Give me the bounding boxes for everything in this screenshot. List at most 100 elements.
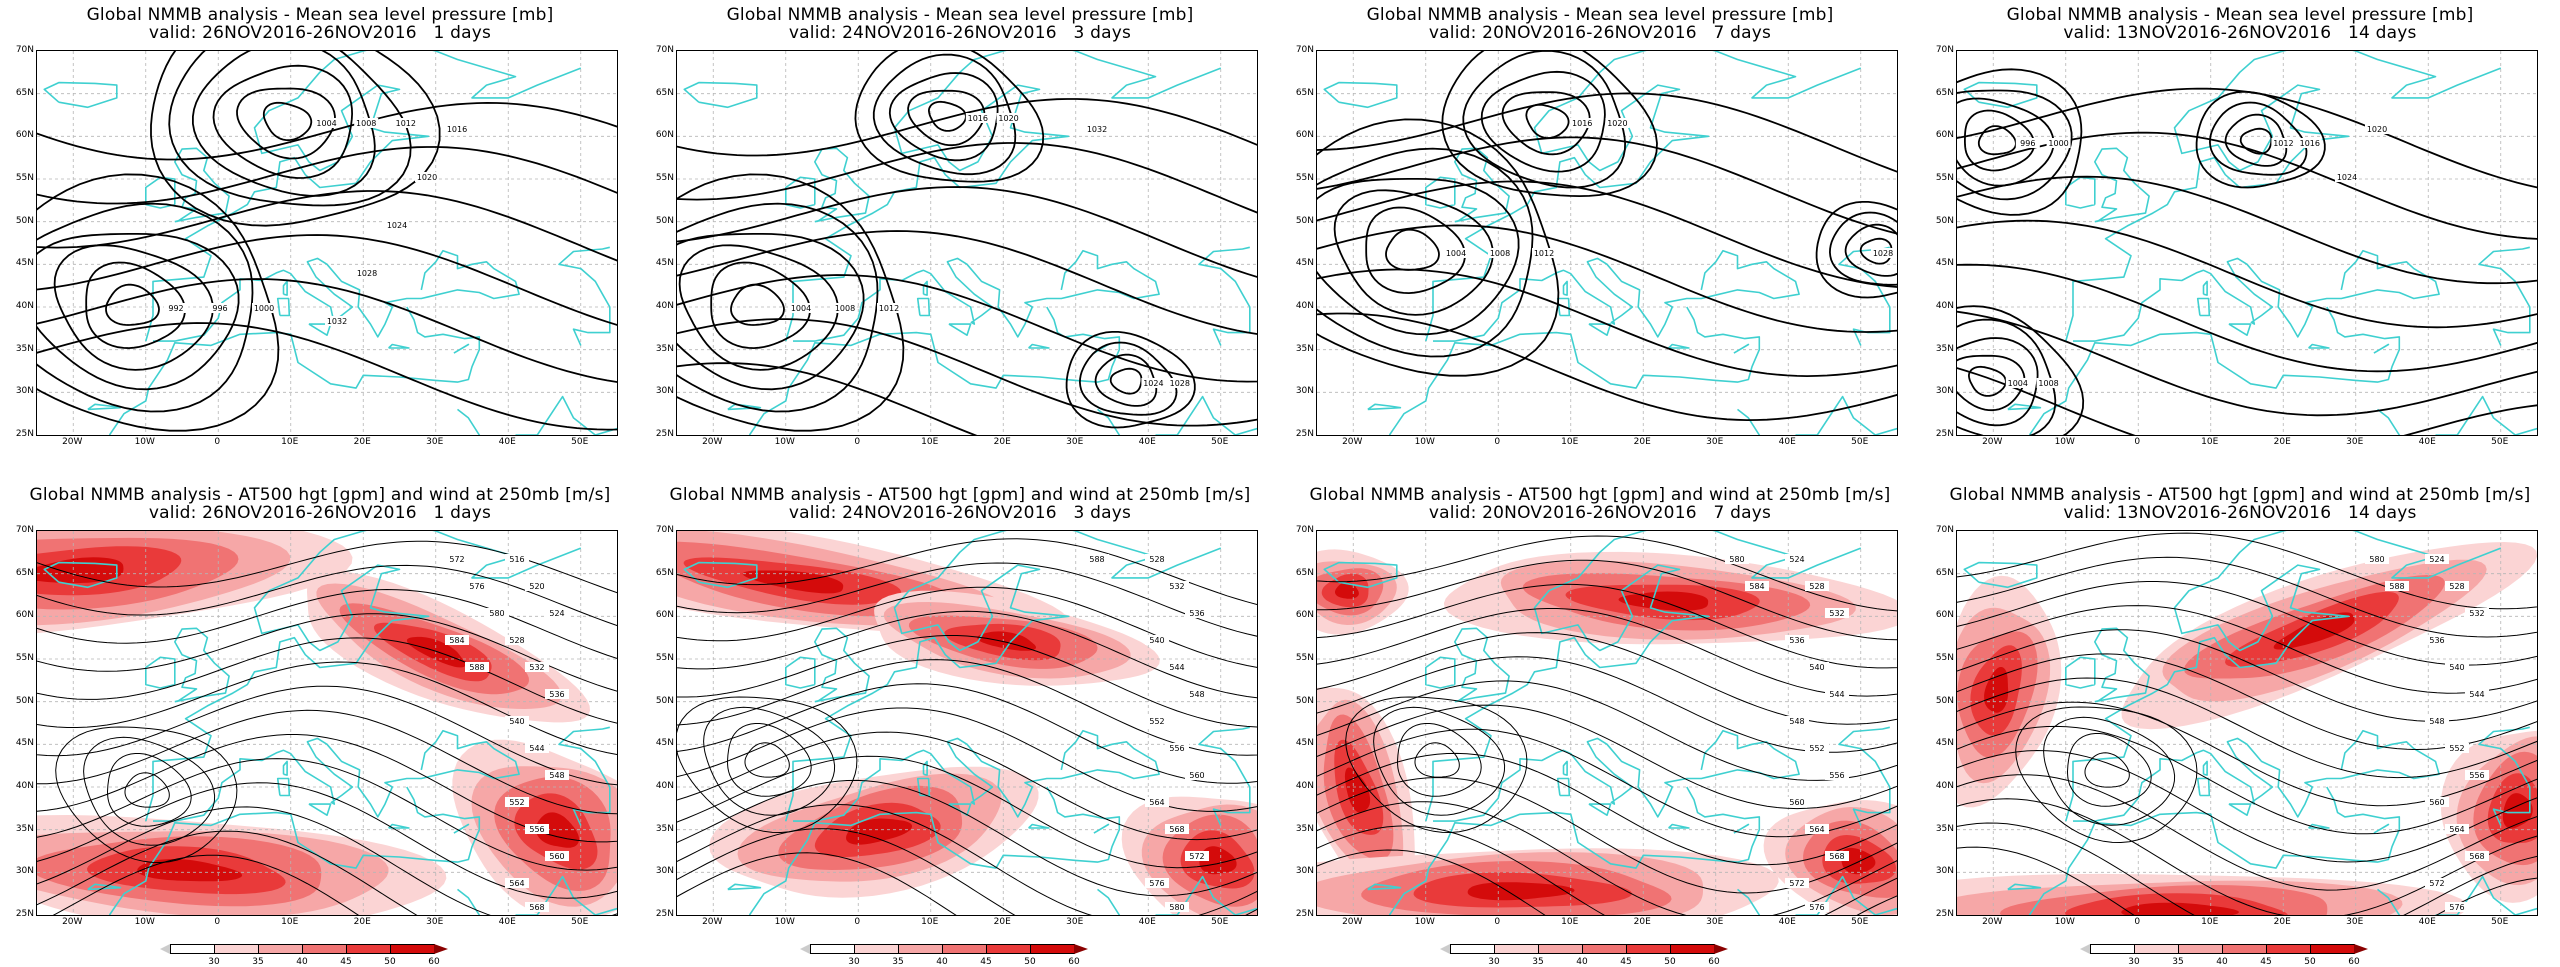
- isobar: [168, 51, 412, 207]
- colorbar-label: 60: [428, 957, 440, 967]
- colorbar-label: 40: [2216, 957, 2228, 967]
- longitude-label: 0: [2134, 917, 2141, 927]
- latitude-label: 35N: [655, 823, 674, 834]
- isobar: [150, 51, 441, 227]
- contour-label: 1016: [968, 114, 988, 123]
- height-contour: [677, 586, 1257, 668]
- contour-label: 544: [2469, 690, 2484, 699]
- contour-label: 572: [449, 555, 464, 564]
- contour-label: 1012: [879, 304, 899, 313]
- longitude-label: 10E: [281, 437, 299, 447]
- isobar: [1317, 147, 1534, 358]
- latitude-label: 70N: [655, 525, 674, 535]
- isobar: [854, 51, 1045, 183]
- latitude-label: 55N: [15, 173, 34, 183]
- latitude-label: 25N: [1295, 429, 1314, 439]
- contour-label: 996: [2020, 139, 2035, 148]
- contour-label: 1032: [1087, 125, 1107, 134]
- contour-label: 524: [1789, 555, 1804, 564]
- contour-label: 580: [489, 609, 504, 618]
- longitude-label: 10W: [1414, 437, 1435, 447]
- wind-speed-shading: [1957, 542, 2537, 915]
- contour-label: 1004: [2008, 379, 2028, 388]
- isobar: [678, 244, 839, 371]
- longitude-label: 40E: [1778, 917, 1796, 927]
- latitude-label: 30N: [1935, 866, 1954, 877]
- isobar: [677, 362, 978, 435]
- isobar: [262, 101, 313, 142]
- latitude-label: 50N: [655, 215, 674, 226]
- latitude-label: 65N: [1295, 567, 1314, 578]
- isobar: [1957, 131, 2537, 240]
- height-contour: [677, 562, 1257, 637]
- contour-label: 540: [2449, 663, 2464, 672]
- wind-shade-cell: [1344, 767, 1371, 813]
- contour-label: 572: [1789, 879, 1804, 888]
- height-contour: [1957, 701, 2537, 807]
- panel-valid-period: valid: 26NOV2016-26NOV2016 1 days: [148, 23, 492, 43]
- isobar: [37, 322, 617, 431]
- latitude-label: 30N: [655, 866, 674, 877]
- height-contour: [106, 753, 192, 827]
- isobar: [888, 72, 999, 162]
- latitude-label: 70N: [15, 525, 34, 535]
- wind-shade-cell: [1467, 882, 1575, 901]
- contour-label: 548: [2429, 717, 2444, 726]
- isolines: [677, 51, 1257, 435]
- isobar: [1859, 237, 1893, 265]
- colorbar-arrow-right: [1074, 944, 1088, 954]
- colorbar-segment: [1538, 944, 1583, 954]
- contour-label: 1020: [417, 173, 437, 182]
- contour-label: 576: [2449, 903, 2464, 912]
- longitude-label: 10E: [1561, 917, 1579, 927]
- panel-valid-period: valid: 26NOV2016-26NOV2016 1 days: [148, 503, 492, 523]
- longitude-label: 40E: [498, 437, 516, 447]
- latitude-label: 30N: [15, 386, 34, 397]
- isobar: [677, 202, 879, 413]
- contour-label: 528: [2449, 582, 2464, 591]
- wind-colorbar: 30 35 40 45 50 60: [160, 944, 490, 967]
- height-contour: [1317, 825, 1897, 915]
- panel-title: Global NMMB analysis - AT500 hgt [gpm] a…: [669, 485, 1251, 505]
- height-contour: [677, 659, 1257, 756]
- latitude-label: 50N: [655, 695, 674, 706]
- height-contour: [2084, 752, 2130, 788]
- isobar: [1957, 354, 2026, 412]
- colorbar-segment: [2134, 944, 2179, 954]
- height-contour: [37, 709, 617, 815]
- longitude-label: 40E: [498, 917, 516, 927]
- height-contour: [677, 683, 1257, 784]
- latitude-label: 60N: [1935, 130, 1954, 141]
- wind-colorbar: 30 35 40 45 50 60: [1440, 944, 1770, 967]
- panel-title: Global NMMB analysis - Mean sea level pr…: [2006, 5, 2474, 25]
- latitude-label: 30N: [1935, 386, 1954, 397]
- longitude-label: 40E: [2418, 917, 2436, 927]
- colorbar-label: 60: [2348, 957, 2360, 967]
- contour-label: 1020: [1607, 119, 1627, 128]
- longitude-label: 20E: [993, 917, 1011, 927]
- contour-label: 516: [509, 555, 524, 564]
- contour-label: 1008: [835, 304, 855, 313]
- contour-label: 556: [1829, 771, 1844, 780]
- isolines: [1317, 51, 1897, 422]
- contour-label: 1012: [396, 119, 416, 128]
- isobar: [1964, 109, 2036, 172]
- contour-labels: 992 996 1000 1004 1008 1012 1016 1020 1024 1028 10…: [164, 118, 469, 326]
- latitude-label: 25N: [655, 429, 674, 439]
- panel-valid-period: valid: 13NOV2016-26NOV2016 14 days: [2063, 503, 2417, 523]
- contour-label: 572: [2429, 879, 2444, 888]
- colorbar-segment: [986, 944, 1031, 954]
- longitude-label: 30E: [1706, 437, 1724, 447]
- isobar: [1365, 206, 1466, 295]
- isobar: [1957, 310, 2537, 417]
- contour-label: 556: [529, 825, 544, 834]
- latitude-label: 25N: [15, 429, 34, 439]
- colorbar-label: 50: [384, 957, 396, 967]
- contour-label: 1012: [2273, 139, 2293, 148]
- height-contour: [37, 588, 617, 659]
- colorbar-label: 35: [1532, 957, 1544, 967]
- colorbar-label: 40: [936, 957, 948, 967]
- wind-colorbar: 30 35 40 45 50 60: [800, 944, 1130, 967]
- latitude-label: 60N: [655, 130, 674, 141]
- colorbar-label: 30: [2128, 957, 2140, 967]
